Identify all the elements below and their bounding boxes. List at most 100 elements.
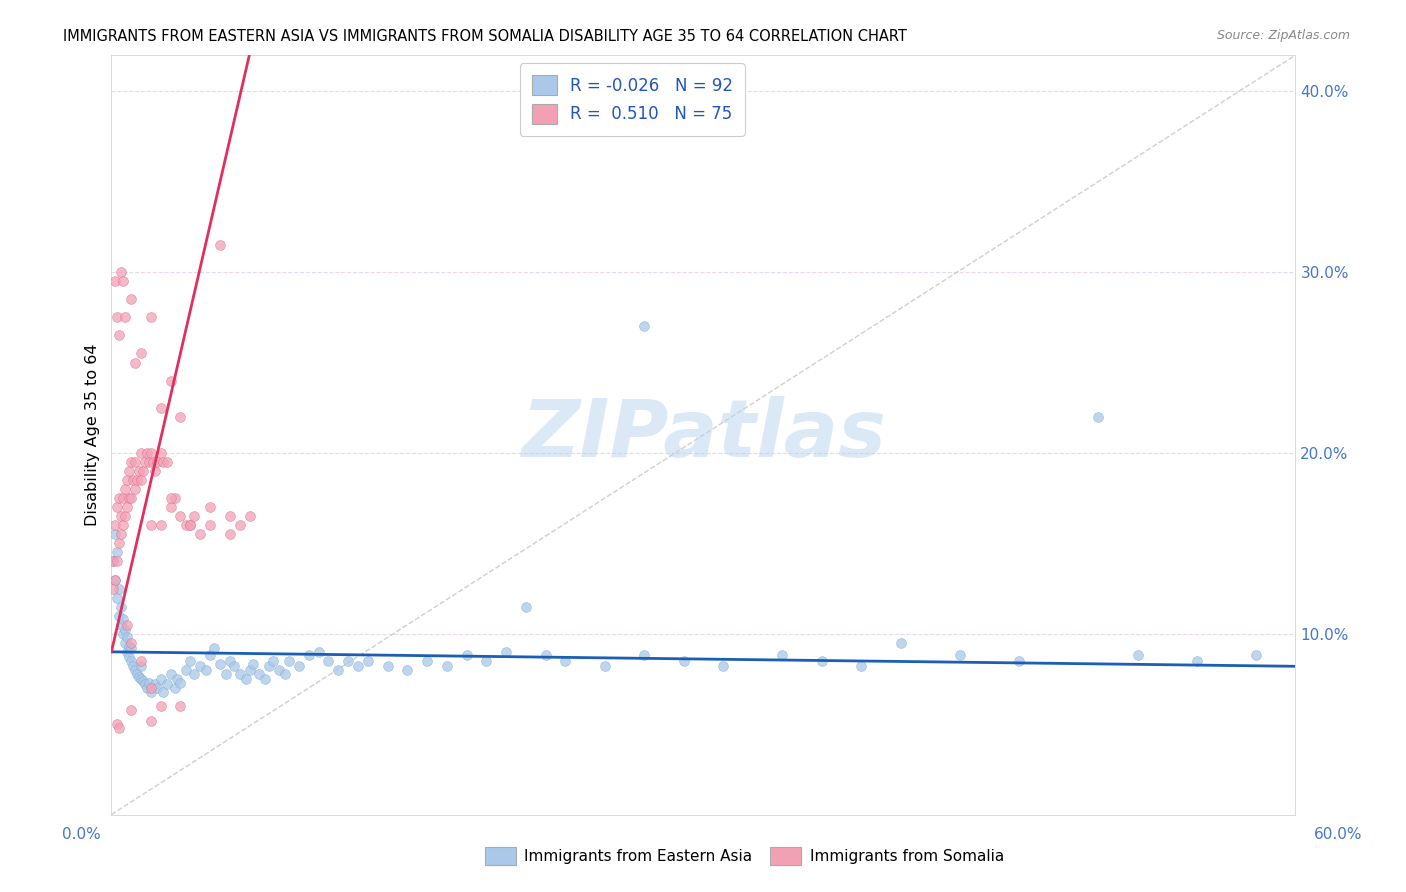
Point [515,599,537,614]
Point [218,527,240,541]
Point [118,650,141,665]
Point [115,617,138,632]
Legend: R = -0.026   N = 92, R =  0.510   N = 75: R = -0.026 N = 92, R = 0.510 N = 75 [520,63,745,136]
Point [124,355,146,369]
Point [770,648,793,663]
Point [129,473,152,487]
Point [811,654,834,668]
Point [152,455,174,469]
Point [122,659,145,673]
Point [149,401,172,415]
Point [108,491,131,505]
Point [105,545,128,559]
Point [129,659,152,673]
Point [110,617,132,632]
Point [456,648,478,663]
Point [142,455,165,469]
Point [318,654,340,668]
Y-axis label: Disability Age 35 to 64: Disability Age 35 to 64 [86,343,100,526]
Point [118,640,141,654]
Point [110,527,132,541]
Point [278,654,301,668]
Point [218,654,240,668]
Point [115,473,138,487]
Point [122,473,145,487]
Point [139,310,162,325]
Point [169,409,191,424]
Point [112,274,135,288]
Point [120,292,142,306]
Point [110,509,132,524]
Point [103,554,125,568]
Point [132,673,155,688]
Point [288,659,311,673]
Point [159,500,181,515]
Point [129,654,152,668]
Point [124,482,146,496]
Point [254,672,277,686]
Point [120,703,142,717]
Point [138,455,160,469]
Point [125,473,148,487]
Point [128,464,150,478]
Point [198,648,221,663]
Point [120,636,142,650]
Point [120,654,142,668]
Point [274,666,297,681]
Point [262,654,284,668]
Point [238,509,260,524]
Point [115,645,138,659]
Point [347,659,370,673]
Point [208,238,231,252]
Point [146,681,169,695]
Point [593,659,616,673]
Point [139,446,162,460]
Point [146,455,169,469]
Text: Immigrants from Somalia: Immigrants from Somalia [810,849,1004,863]
Point [124,455,146,469]
Point [298,648,321,663]
Point [136,681,159,695]
Point [120,641,142,656]
Point [436,659,458,673]
Point [269,663,291,677]
Text: Source: ZipAtlas.com: Source: ZipAtlas.com [1216,29,1350,42]
Point [159,374,181,388]
Point [188,659,211,673]
Point [166,672,188,686]
Point [114,623,136,637]
Point [711,659,734,673]
Point [396,663,419,677]
Point [1126,648,1149,663]
Point [228,666,250,681]
Point [156,455,179,469]
Point [176,663,198,677]
Point [495,645,517,659]
Point [228,518,250,533]
Point [633,319,655,334]
Point [105,591,128,605]
Point [1185,654,1208,668]
Point [188,527,211,541]
Point [222,659,245,673]
Point [215,666,238,681]
Point [259,659,281,673]
Point [949,648,972,663]
Point [337,654,360,668]
Point [183,509,205,524]
Point [124,663,146,677]
Point [132,464,155,478]
Point [534,648,557,663]
Point [115,631,138,645]
Point [416,654,439,668]
Point [176,518,198,533]
Point [1244,648,1267,663]
Point [136,446,159,460]
Point [103,554,125,568]
Point [249,666,271,681]
Point [114,482,136,496]
Text: IMMIGRANTS FROM EASTERN ASIA VS IMMIGRANTS FROM SOMALIA DISABILITY AGE 35 TO 64 : IMMIGRANTS FROM EASTERN ASIA VS IMMIGRAN… [63,29,907,44]
Point [103,582,125,596]
Point [156,677,179,691]
Point [129,672,152,686]
